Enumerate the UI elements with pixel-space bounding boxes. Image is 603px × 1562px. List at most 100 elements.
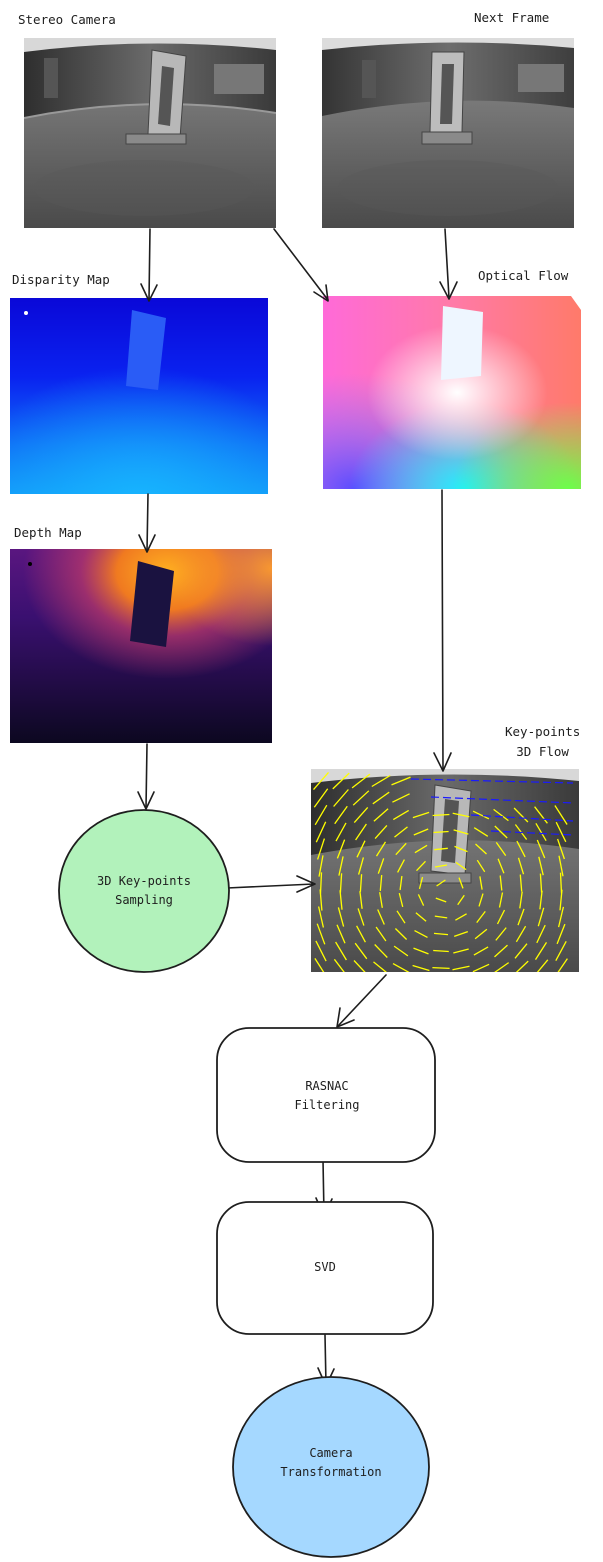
flow-vector [474, 928, 488, 940]
flow-vector [517, 857, 525, 875]
flow-vector [357, 857, 365, 875]
flow-vector [537, 907, 545, 927]
arrow-sampling-to-keypoints [226, 883, 315, 889]
keypoints-3d-flow-label-line2: 3D Flow [516, 744, 569, 759]
flow-vector [339, 873, 343, 893]
flow-vector [356, 840, 366, 858]
flow-vector [435, 897, 447, 903]
flow-vector [412, 811, 430, 819]
flow-vector [433, 949, 449, 953]
flow-vector [353, 806, 369, 824]
flow-vector [395, 842, 407, 856]
flow-vector [476, 859, 486, 873]
flow-vector [535, 822, 547, 842]
flow-vector [339, 890, 343, 910]
flow-vector [434, 864, 448, 868]
flow-vector [478, 893, 484, 907]
flow-vector [473, 946, 489, 956]
sampling-node-line2: Sampling [115, 893, 173, 907]
flow-vector [314, 958, 325, 972]
flow-vector [394, 826, 408, 838]
flow-vector [374, 944, 388, 958]
flow-vector [432, 813, 450, 817]
flow-vector [372, 791, 390, 805]
flow-vector [475, 843, 487, 855]
flow-vector [495, 842, 507, 856]
flow-vector [335, 822, 347, 842]
flow-vector [377, 858, 385, 874]
flow-vector [555, 940, 567, 962]
flow-vector [377, 909, 385, 925]
flow-vector [453, 948, 469, 954]
flow-vector [555, 821, 567, 843]
flow-vector [396, 910, 406, 924]
flow-vector [352, 790, 370, 806]
optical-flow-label: Optical Flow [478, 268, 569, 283]
flow-vector [452, 812, 470, 818]
flow-vector [515, 925, 527, 943]
flow-vector [371, 774, 391, 788]
flow-vector [495, 927, 507, 941]
flow-vector-blue [470, 814, 574, 822]
camera-transformation-node: Camera Transformation [266, 1444, 396, 1482]
arrow-optical-flow-to-keypoints [441, 489, 444, 771]
flow-vector [433, 830, 449, 834]
flow-vector [557, 958, 568, 972]
flow-vector [436, 879, 446, 887]
flow-vector [399, 875, 403, 891]
next-frame-image [322, 38, 574, 228]
arrow-keypoints-to-rasnac [337, 974, 387, 1027]
flow-vector [457, 894, 465, 906]
flow-vector [559, 889, 563, 911]
stereo-camera-label: Stereo Camera [18, 12, 116, 27]
flow-vector [458, 877, 464, 889]
flow-vector [513, 807, 529, 823]
flow-vector [379, 875, 383, 891]
flow-vector [393, 945, 409, 957]
flow-vector [476, 911, 486, 923]
flow-vector [334, 805, 348, 825]
stereo-camera-image [24, 38, 276, 228]
flow-vector [398, 892, 404, 908]
flow-vector-blue [490, 830, 574, 836]
flow-vector [379, 892, 383, 908]
flow-vector [493, 808, 509, 822]
svd-node-line1: SVD [314, 1260, 336, 1274]
flow-vector [473, 827, 489, 837]
flow-vector [432, 966, 450, 970]
rasnac-node-line2: Filtering [294, 1098, 360, 1112]
flow-vector [515, 960, 529, 972]
flow-vector [397, 859, 405, 873]
flow-vector [355, 823, 367, 841]
flow-vector [315, 821, 327, 843]
flow-vector [318, 855, 324, 877]
flow-vector [452, 965, 470, 971]
flow-vector [534, 942, 548, 960]
flow-vector [539, 873, 543, 893]
flow-vector [494, 825, 508, 839]
flow-vector [336, 924, 346, 944]
flow-vector-blue [410, 778, 574, 784]
flow-vector [392, 963, 410, 972]
flow-vector [536, 959, 549, 972]
flow-vector [333, 958, 345, 972]
flow-vector [418, 876, 424, 890]
flow-vector [433, 932, 449, 936]
flow-vector [455, 913, 467, 921]
flow-vector [391, 776, 411, 786]
flow-vector [359, 891, 363, 909]
keypoints-3d-flow-label-line1: Key-points [505, 724, 581, 739]
flow-vector [412, 964, 430, 972]
flow-vector [317, 906, 325, 928]
optical-flow-image [323, 296, 581, 489]
flow-vector [519, 874, 523, 892]
flow-vector [434, 847, 448, 851]
flow-vector [351, 773, 371, 789]
sampling-node-shape [58, 809, 230, 973]
flow-vector [338, 856, 344, 876]
flow-vector [415, 912, 427, 922]
flow-vector [354, 942, 368, 960]
rasnac-node-line1: RASNAC [305, 1079, 349, 1093]
flow-vector [313, 788, 329, 808]
